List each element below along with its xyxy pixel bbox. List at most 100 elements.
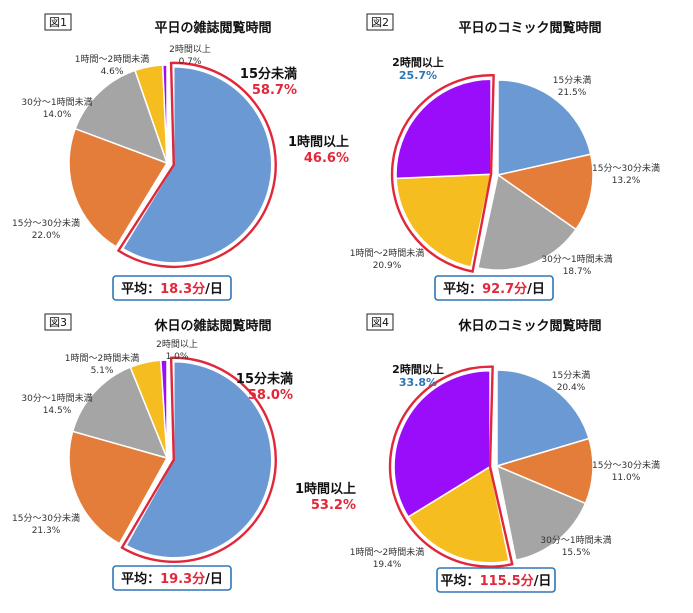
pie-chart-panel: 図3 休日の雑誌閲覧時間 15分～30分未満 21.3% 30分～1時間未満 14.5% 1… bbox=[12, 313, 293, 591]
pie-slice bbox=[160, 359, 168, 459]
average-box: 平均：92.7分/日 bbox=[434, 275, 554, 301]
slice-label: 1時間～2時間未満 5.1% bbox=[65, 352, 139, 376]
slice-label-name: 15分未満 bbox=[552, 369, 590, 381]
highlight-label: 15分未満 bbox=[240, 66, 297, 82]
pie-slice bbox=[393, 369, 491, 518]
slice-label: 1時間～2時間未満 4.6% bbox=[75, 53, 149, 77]
slice-label-name: 30分～1時間未満 bbox=[21, 392, 92, 404]
average-suffix: /日 bbox=[534, 574, 552, 589]
pie-slice bbox=[496, 153, 594, 231]
slice-label-name: 1時間～2時間未満 bbox=[350, 546, 424, 558]
figure-label-box bbox=[44, 313, 72, 331]
slice-label: 15分～30分未満 11.0% bbox=[592, 459, 660, 483]
slice-label-value: 13.2% bbox=[612, 176, 641, 186]
top-slice-value: 25.7% bbox=[399, 69, 437, 82]
pie-slice bbox=[68, 127, 169, 248]
slice-label-name: 30分～1時間未満 bbox=[540, 534, 611, 546]
pie-chart-panel: 図1 平日の雑誌閲覧時間 15分～30分未満 22.0% 30分～1時間未満 14.0% 1… bbox=[12, 13, 297, 301]
slice-label: 15分未満 21.5% bbox=[553, 74, 591, 98]
slice-label: 15分～30分未満 22.0% bbox=[12, 217, 80, 241]
slice-label-name: 15分未満 bbox=[553, 74, 591, 86]
average-prefix: 平均： bbox=[443, 281, 482, 297]
slice-label-name: 2時間以上 bbox=[169, 44, 211, 55]
pie-slice bbox=[161, 64, 168, 164]
slice-label: 2時間以上 1.0% bbox=[156, 339, 198, 362]
pie-chart-panel: 図4 休日のコミック閲覧時間 15分未満 20.4% 15分～30分未満 11.0% 30分… bbox=[295, 313, 660, 593]
average-text: 平均：92.7分/日 bbox=[443, 281, 545, 297]
pie-slice bbox=[407, 465, 510, 564]
slice-label-name: 2時間以上 bbox=[156, 339, 198, 350]
slice-label-value: 22.0% bbox=[32, 231, 61, 241]
figure-label-box bbox=[366, 313, 394, 331]
pie-slice bbox=[494, 437, 594, 505]
pie-slice bbox=[395, 173, 492, 268]
average-value: 92.7分 bbox=[482, 281, 527, 297]
slice-label: 30分～1時間未満 14.5% bbox=[21, 392, 92, 416]
average-box-frame bbox=[436, 567, 556, 593]
average-prefix: 平均： bbox=[121, 281, 160, 297]
average-value: 18.3分 bbox=[160, 281, 205, 297]
figure-label-box bbox=[44, 13, 72, 31]
average-text: 平均：115.5分/日 bbox=[441, 573, 552, 589]
pie-slice bbox=[121, 66, 273, 264]
average-suffix: /日 bbox=[527, 282, 545, 297]
slice-label-value: 20.4% bbox=[557, 383, 586, 393]
chart-title: 平日の雑誌閲覧時間 bbox=[154, 20, 271, 36]
pie-slice bbox=[68, 430, 169, 545]
slice-label-value: 11.0% bbox=[612, 473, 641, 483]
pie-slice bbox=[71, 366, 169, 460]
slice-label: 1時間～2時間未満 19.4% bbox=[350, 546, 424, 570]
average-box-frame bbox=[112, 565, 232, 591]
average-box: 平均：19.3分/日 bbox=[112, 565, 232, 591]
slice-label-name: 1時間～2時間未満 bbox=[350, 247, 424, 259]
pie-slice bbox=[74, 69, 169, 165]
slice-label-name: 15分～30分未満 bbox=[592, 162, 660, 174]
figure-label-text: 図3 bbox=[49, 316, 67, 329]
figure-label: 図4 bbox=[366, 313, 394, 331]
figure-label: 図3 bbox=[44, 313, 72, 331]
pie-slice bbox=[476, 173, 577, 271]
slice-label-value: 14.0% bbox=[43, 110, 72, 120]
average-text: 平均：19.3分/日 bbox=[121, 571, 223, 587]
average-box: 平均：18.3分/日 bbox=[112, 275, 232, 301]
pie-slice bbox=[497, 79, 592, 176]
average-box-frame bbox=[434, 275, 554, 301]
figure-label-text: 図1 bbox=[49, 16, 67, 29]
average-box-frame bbox=[112, 275, 232, 301]
figure-label: 図1 bbox=[44, 13, 72, 31]
slice-label-name: 15分～30分未満 bbox=[12, 217, 80, 229]
average-box: 平均：115.5分/日 bbox=[436, 567, 556, 593]
slice-label-name: 30分～1時間未満 bbox=[541, 253, 612, 265]
slice-label-value: 19.4% bbox=[373, 560, 402, 570]
slice-label-value: 4.6% bbox=[101, 67, 124, 77]
highlight-outline bbox=[390, 74, 495, 273]
slice-label-value: 5.1% bbox=[91, 366, 114, 376]
slice-label-name: 30分～1時間未満 bbox=[21, 96, 92, 108]
figure-label-text: 図2 bbox=[371, 16, 389, 29]
slice-label: 15分未満 20.4% bbox=[552, 369, 590, 393]
highlight-value: 46.6% bbox=[304, 151, 349, 166]
average-value: 115.5分 bbox=[480, 573, 534, 589]
top-slice-value: 33.8% bbox=[399, 376, 437, 389]
average-value: 19.3分 bbox=[160, 571, 205, 587]
highlight-value: 53.2% bbox=[311, 498, 356, 513]
pie-slice bbox=[125, 360, 273, 559]
figure-label-box bbox=[366, 13, 394, 31]
chart-title: 休日のコミック閲覧時間 bbox=[457, 318, 601, 334]
slice-label-value: 20.9% bbox=[373, 261, 402, 271]
slice-label: 1時間～2時間未満 20.9% bbox=[350, 247, 424, 271]
chart-title: 休日の雑誌閲覧時間 bbox=[153, 318, 271, 334]
slice-label: 2時間以上 0.7% bbox=[169, 44, 211, 67]
top-slice-name: 2時間以上 bbox=[392, 362, 444, 376]
pie-slice bbox=[495, 464, 587, 562]
slice-label-name: 15分～30分未満 bbox=[12, 512, 80, 524]
slice-label-value: 21.5% bbox=[558, 88, 587, 98]
slice-label: 15分～30分未満 13.2% bbox=[592, 162, 660, 186]
highlight-label: 15分未満 bbox=[236, 371, 293, 387]
